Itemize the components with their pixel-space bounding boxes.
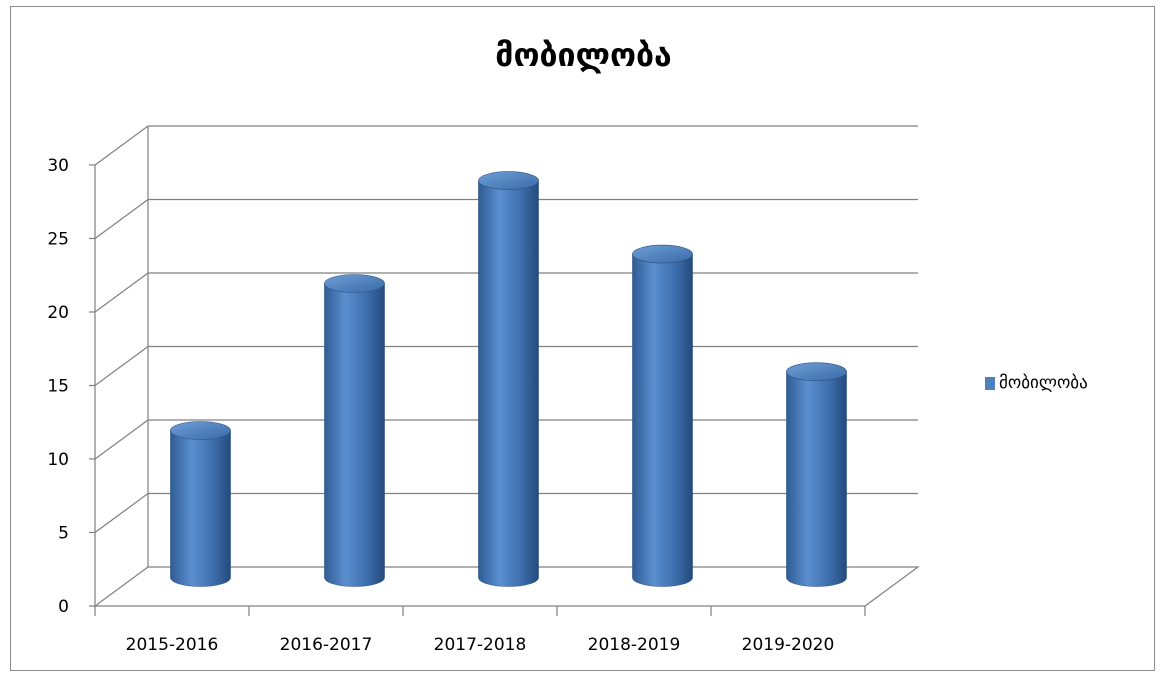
bar — [786, 362, 847, 587]
y-tick-label: 25 — [47, 230, 69, 250]
x-tick-label: 2019-2020 — [742, 635, 835, 655]
bar-body — [324, 283, 385, 587]
y-tick-label: 0 — [58, 597, 69, 617]
y-tick-label: 30 — [47, 156, 69, 176]
y-tick-label: 20 — [47, 303, 69, 323]
bar — [324, 274, 385, 587]
x-axis: 2015-2016 2016-2017 2017-2018 2018-2019 2019… — [94, 606, 866, 655]
gridline-side — [94, 199, 149, 239]
bar — [632, 244, 693, 587]
gridline-side — [94, 125, 149, 166]
gridline-side — [94, 346, 149, 386]
bar-top — [786, 362, 847, 382]
legend: მობილობა — [985, 373, 1088, 393]
gridline-side — [94, 419, 149, 460]
bar-top — [478, 171, 539, 190]
y-tick-label: 10 — [47, 450, 69, 470]
gridline-side — [94, 272, 149, 313]
y-tick-label: 15 — [47, 377, 69, 397]
bar-series — [170, 171, 847, 587]
bar-top — [324, 274, 385, 293]
y-axis-ticks: 0 5 10 15 20 25 30 — [47, 156, 95, 617]
x-tick-label: 2015-2016 — [126, 635, 219, 655]
x-tick-label: 2018-2019 — [588, 635, 681, 655]
bar-body — [632, 253, 693, 587]
bar-body — [478, 180, 539, 587]
bar-top — [170, 421, 231, 440]
chart-floor — [93, 566, 920, 607]
bar-body — [170, 430, 231, 587]
x-tick-label: 2016-2017 — [280, 635, 373, 655]
legend-label: მობილობა — [999, 373, 1088, 393]
bar-top — [632, 244, 693, 264]
bar-body — [786, 371, 847, 587]
legend-swatch — [985, 376, 995, 390]
gridline-side — [94, 493, 149, 533]
chart-title: მობილობა — [495, 36, 672, 74]
x-tick-label: 2017-2018 — [434, 635, 527, 655]
bar — [478, 171, 539, 587]
chart-frame — [10, 6, 1155, 671]
bar — [170, 421, 231, 587]
y-tick-label: 5 — [58, 524, 69, 544]
